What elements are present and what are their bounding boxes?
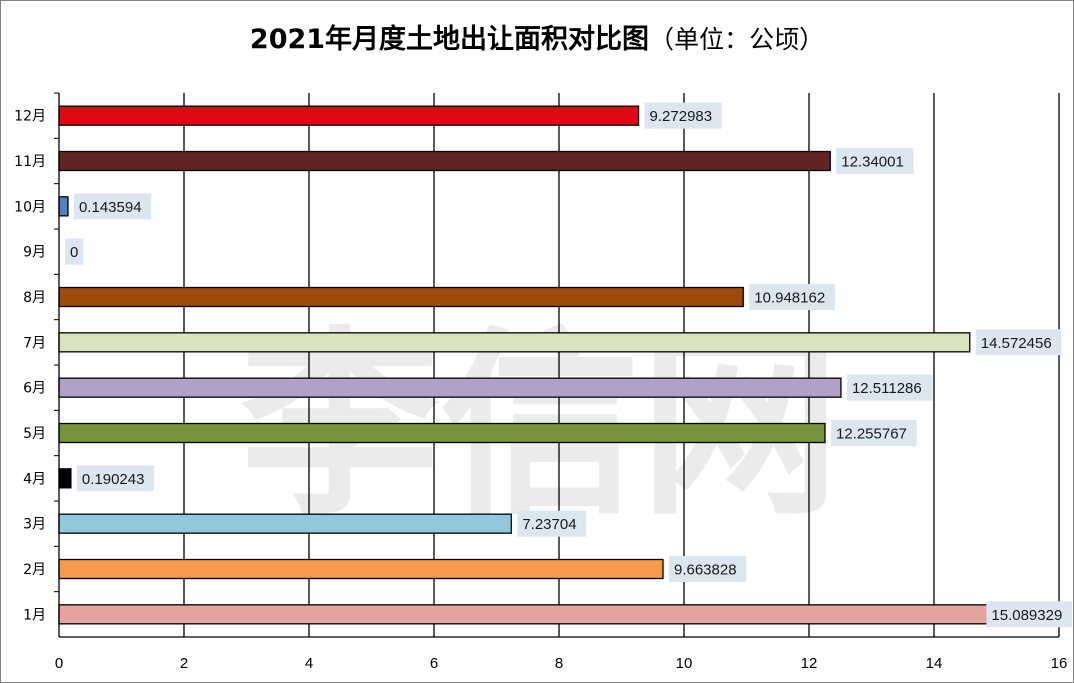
bar-8 xyxy=(58,286,744,308)
x-tick-label-8: 16 xyxy=(1051,655,1068,672)
data-label-9: 0 xyxy=(70,244,78,261)
y-tick-label-9: 9月 xyxy=(23,245,46,261)
data-label-bg-7 xyxy=(975,329,1062,356)
bar-12 xyxy=(58,105,640,126)
y-tick-label-12: 12月 xyxy=(14,109,46,125)
y-tick-label-3: 3月 xyxy=(23,517,46,533)
axes: 0 2 4 6 8 10 12 14 16 1月 2月 3月 4月 5月 6月 7月 8月 9月 10月 11月 12月 xyxy=(14,92,1068,672)
y-tick-label-7: 7月 xyxy=(23,335,46,351)
x-tick-label-4: 8 xyxy=(555,655,563,672)
x-tick-label-2: 4 xyxy=(305,655,313,672)
data-label-7: 14.572456 xyxy=(981,335,1052,352)
data-label-bg-9 xyxy=(65,238,84,265)
data-label-3: 7.23704 xyxy=(522,516,576,533)
bar-11 xyxy=(58,150,831,172)
gridlines xyxy=(183,93,1060,637)
data-label-bg-8 xyxy=(749,284,835,310)
y-tick-label-1: 1月 xyxy=(23,607,46,623)
bar-3 xyxy=(58,513,512,534)
data-label-bg-12 xyxy=(644,102,722,129)
data-label-4: 0.190243 xyxy=(82,471,145,488)
data-label-bg-3 xyxy=(517,510,587,537)
x-tick-label-1: 2 xyxy=(180,655,188,672)
y-tick-label-8: 8月 xyxy=(23,290,46,306)
data-label-12: 9.272983 xyxy=(650,108,713,125)
data-label-bg-10 xyxy=(73,193,152,220)
data-label-bg-1 xyxy=(986,601,1072,628)
data-label-bg-2 xyxy=(668,556,747,582)
bar-7 xyxy=(58,332,971,353)
bar-5 xyxy=(58,422,826,444)
data-label-8: 10.948162 xyxy=(754,290,825,307)
bar-10 xyxy=(58,196,69,217)
data-label-bg-6 xyxy=(846,374,933,401)
bar-4 xyxy=(58,468,72,489)
data-label-10: 0.143594 xyxy=(79,199,142,216)
data-labels: 15.089329 9.663828 7.23704 0.190243 12.25576… xyxy=(65,102,1072,628)
bar-1 xyxy=(58,604,1003,625)
bar-6 xyxy=(58,377,842,398)
x-tick-label-0: 0 xyxy=(55,655,63,672)
data-label-bg-11 xyxy=(836,148,914,174)
x-tick-label-7: 14 xyxy=(926,655,943,672)
data-label-11: 12.34001 xyxy=(841,154,904,171)
y-tick-label-11: 11月 xyxy=(14,154,46,170)
y-tick-label-10: 10月 xyxy=(14,199,46,215)
chart-title-main: 2021年月度土地出让面积对比图 xyxy=(250,23,649,55)
y-tick-label-4: 4月 xyxy=(23,471,46,487)
data-label-bg-4 xyxy=(76,465,155,492)
data-label-6: 12.511286 xyxy=(852,380,922,397)
bars xyxy=(58,105,1003,625)
x-tick-label-6: 12 xyxy=(801,655,818,672)
x-tick-label-3: 6 xyxy=(430,655,438,672)
data-label-2: 9.663828 xyxy=(674,562,737,579)
x-tick-label-5: 10 xyxy=(676,655,693,672)
data-label-1: 15.089329 xyxy=(991,607,1062,624)
y-tick-label-6: 6月 xyxy=(23,381,46,397)
y-tick-label-5: 5月 xyxy=(23,426,46,442)
chart-title-unit: （单位：公顷） xyxy=(649,25,824,54)
data-label-5: 12.255767 xyxy=(836,426,907,443)
chart-title: 2021年月度土地出让面积对比图（单位：公顷） xyxy=(250,23,824,55)
data-label-bg-5 xyxy=(830,420,917,446)
y-tick-label-2: 2月 xyxy=(23,562,46,578)
bar-2 xyxy=(58,558,664,580)
